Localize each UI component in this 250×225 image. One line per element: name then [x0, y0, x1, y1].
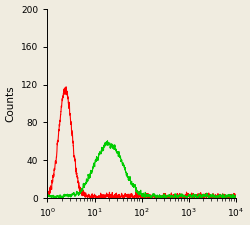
- Y-axis label: Counts: Counts: [6, 85, 16, 122]
